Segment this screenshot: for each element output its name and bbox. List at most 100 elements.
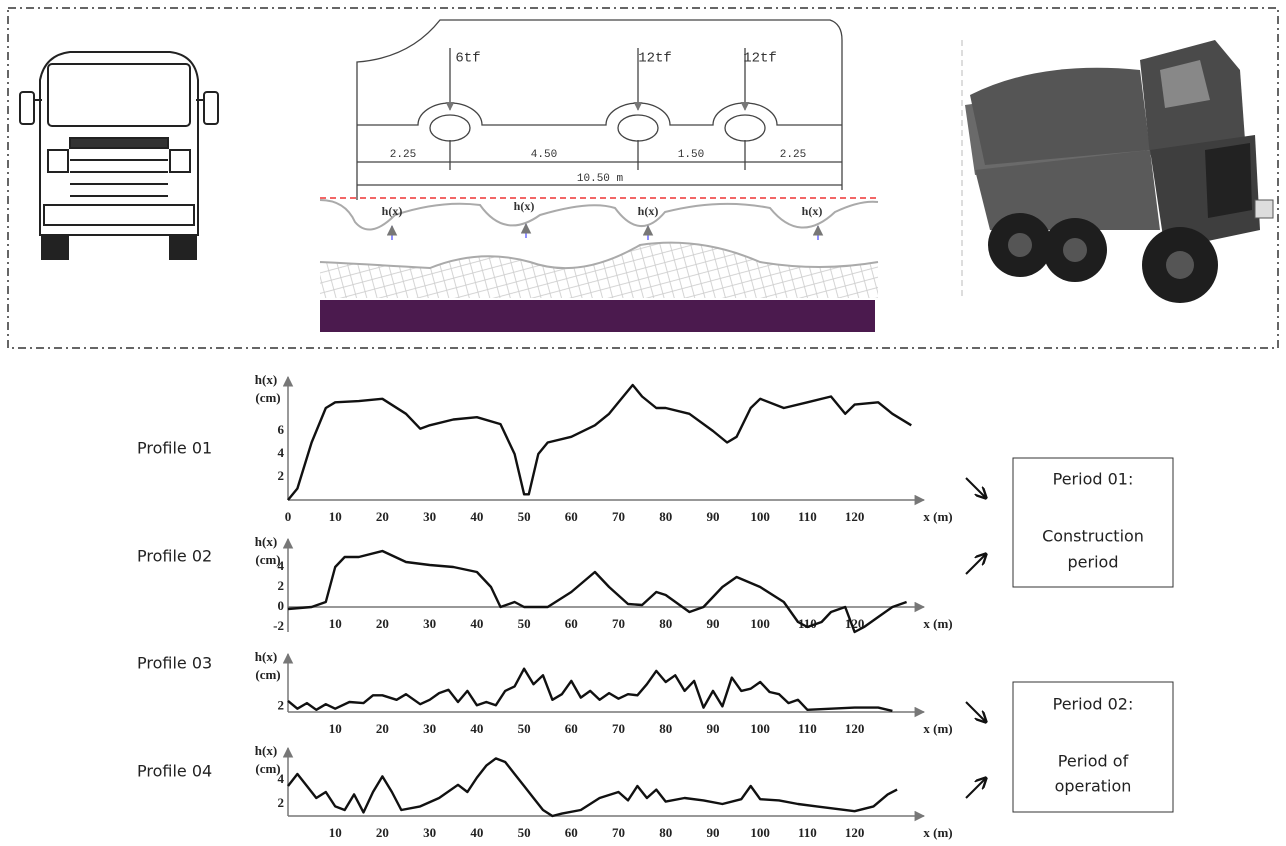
profile-label: Profile 02 bbox=[137, 547, 212, 566]
x-tick-label: 110 bbox=[798, 509, 817, 524]
x-tick-label: 120 bbox=[845, 721, 865, 736]
load-label: 6tf bbox=[455, 51, 480, 67]
h-label: h(x) bbox=[382, 204, 403, 218]
x-tick-label: 120 bbox=[845, 509, 865, 524]
period-text: period bbox=[1068, 553, 1119, 572]
y-tick-label: 2 bbox=[278, 697, 285, 712]
truck-front bbox=[20, 52, 218, 259]
total-length: 10.50 m bbox=[577, 173, 624, 185]
profile-line bbox=[288, 385, 911, 500]
x-tick-label: 60 bbox=[565, 616, 578, 631]
x-tick-label: 10 bbox=[329, 825, 342, 840]
profile-line bbox=[288, 669, 892, 711]
period-text: Period of bbox=[1058, 752, 1129, 771]
y-tick-label: 4 bbox=[278, 771, 285, 786]
x-tick-label: 60 bbox=[565, 721, 578, 736]
x-tick-label: 40 bbox=[470, 721, 483, 736]
y-tick-label: 4 bbox=[278, 445, 285, 460]
x-tick-label: 110 bbox=[798, 825, 817, 840]
x-tick-label: 80 bbox=[659, 616, 672, 631]
period-title: Period 01: bbox=[1053, 470, 1134, 489]
x-tick-label: 50 bbox=[518, 616, 531, 631]
spacing-label: 4.50 bbox=[531, 149, 557, 161]
y-tick-label: 4 bbox=[278, 558, 285, 573]
soil-layer bbox=[320, 243, 878, 298]
h-label: h(x) bbox=[638, 204, 659, 218]
x-tick-label: 60 bbox=[565, 825, 578, 840]
x-tick-label: 90 bbox=[706, 721, 719, 736]
x-tick-label: 10 bbox=[329, 721, 342, 736]
y-axis-label: h(x) bbox=[255, 743, 277, 758]
profile-label: Profile 03 bbox=[137, 654, 212, 673]
x-tick-label: 100 bbox=[750, 825, 770, 840]
profile-label: Profile 01 bbox=[137, 439, 212, 458]
h-label: h(x) bbox=[514, 199, 535, 213]
x-tick-label: 90 bbox=[706, 509, 719, 524]
spacing-label: 2.25 bbox=[780, 149, 806, 161]
x-tick-label: 70 bbox=[612, 825, 625, 840]
x-tick-label: 60 bbox=[565, 509, 578, 524]
x-axis-label: x (m) bbox=[923, 509, 952, 524]
y-axis-label: h(x) bbox=[255, 649, 277, 664]
spacing-label: 1.50 bbox=[678, 149, 704, 161]
x-tick-label: 110 bbox=[798, 721, 817, 736]
period-title: Period 02: bbox=[1053, 695, 1134, 714]
figure: 6tf 12tf 12tf 2.25 4.50 1.50 2.25 10.50 … bbox=[0, 0, 1286, 846]
h-label: h(x) bbox=[802, 204, 823, 218]
y-tick-label: 2 bbox=[278, 468, 285, 483]
x-axis-label: x (m) bbox=[923, 721, 952, 736]
x-tick-label: 80 bbox=[659, 825, 672, 840]
y-axis-label: h(x) bbox=[255, 534, 277, 549]
x-tick-label: 0 bbox=[285, 509, 292, 524]
x-tick-label: 10 bbox=[329, 509, 342, 524]
y-axis-unit: (cm) bbox=[255, 667, 280, 682]
x-tick-label: 70 bbox=[612, 509, 625, 524]
x-tick-label: 120 bbox=[845, 825, 865, 840]
period-arrows bbox=[966, 478, 986, 798]
x-tick-label: 100 bbox=[750, 616, 770, 631]
x-tick-label: 70 bbox=[612, 721, 625, 736]
y-tick-label: -2 bbox=[273, 618, 284, 633]
x-axis-label: x (m) bbox=[923, 825, 952, 840]
x-tick-label: 20 bbox=[376, 616, 389, 631]
x-tick-label: 30 bbox=[423, 509, 436, 524]
base-layer bbox=[320, 300, 875, 332]
x-tick-label: 40 bbox=[470, 825, 483, 840]
spacing-label: 2.25 bbox=[390, 149, 416, 161]
y-tick-label: 2 bbox=[278, 578, 285, 593]
period-text: operation bbox=[1055, 777, 1132, 796]
y-tick-label: 2 bbox=[278, 795, 285, 810]
x-tick-label: 50 bbox=[518, 721, 531, 736]
x-tick-label: 50 bbox=[518, 825, 531, 840]
y-tick-label: 0 bbox=[278, 598, 285, 613]
x-tick-label: 70 bbox=[612, 616, 625, 631]
period-text: Construction bbox=[1042, 527, 1144, 546]
profile-line bbox=[288, 758, 897, 816]
x-tick-label: 40 bbox=[470, 509, 483, 524]
x-tick-label: 30 bbox=[423, 721, 436, 736]
x-tick-label: 100 bbox=[750, 509, 770, 524]
h-arrows bbox=[392, 224, 818, 240]
profile-label: Profile 04 bbox=[137, 762, 212, 781]
x-tick-label: 80 bbox=[659, 721, 672, 736]
x-tick-label: 90 bbox=[706, 825, 719, 840]
load-label: 12tf bbox=[638, 51, 672, 67]
x-tick-label: 30 bbox=[423, 616, 436, 631]
x-tick-label: 10 bbox=[329, 616, 342, 631]
y-tick-label: 6 bbox=[278, 422, 285, 437]
x-tick-label: 80 bbox=[659, 509, 672, 524]
road-profile bbox=[320, 200, 878, 230]
load-label: 12tf bbox=[743, 51, 777, 67]
x-tick-label: 90 bbox=[706, 616, 719, 631]
x-tick-label: 40 bbox=[470, 616, 483, 631]
x-tick-label: 50 bbox=[518, 509, 531, 524]
x-axis-label: x (m) bbox=[923, 616, 952, 631]
x-tick-label: 100 bbox=[750, 721, 770, 736]
x-tick-label: 20 bbox=[376, 509, 389, 524]
y-axis-unit: (cm) bbox=[255, 390, 280, 405]
x-tick-label: 20 bbox=[376, 825, 389, 840]
x-tick-label: 20 bbox=[376, 721, 389, 736]
x-tick-label: 30 bbox=[423, 825, 436, 840]
y-axis-label: h(x) bbox=[255, 372, 277, 387]
truck-photo bbox=[965, 40, 1273, 303]
